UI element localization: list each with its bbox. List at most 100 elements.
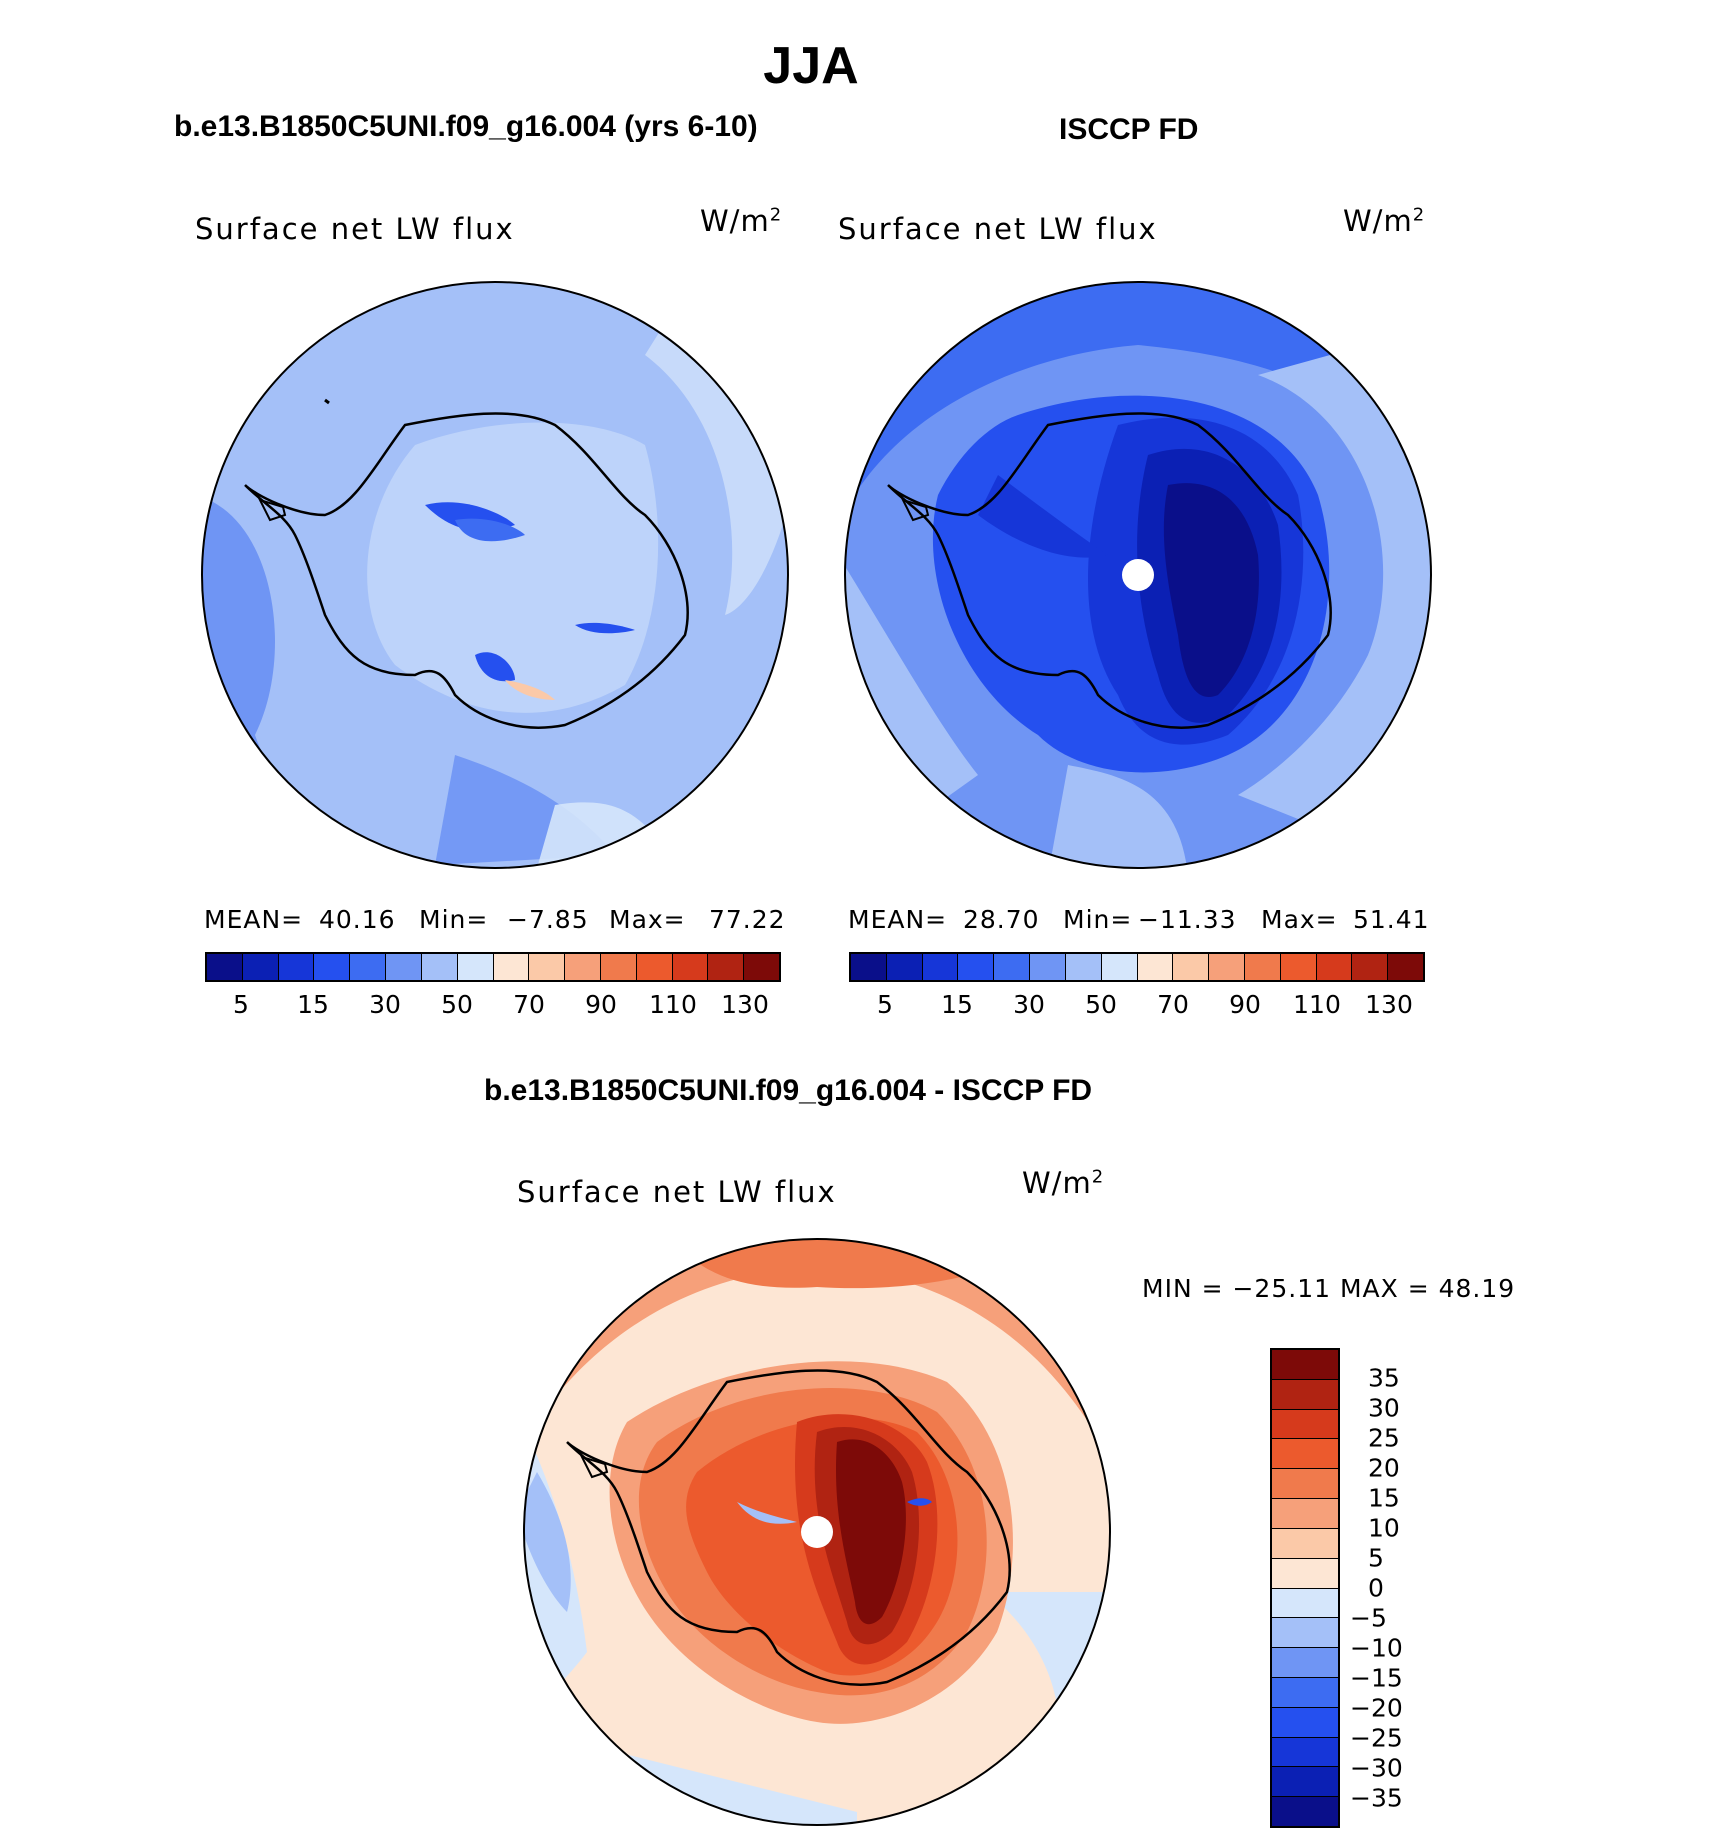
colorbar-swatch bbox=[1065, 954, 1102, 980]
colorbar-tick-label: 30 bbox=[1013, 990, 1045, 1019]
panel1-variable-label: Surface net LW flux bbox=[195, 212, 515, 246]
colorbar-swatch bbox=[242, 954, 279, 980]
colorbar-swatch bbox=[1272, 1558, 1338, 1589]
colorbar-swatch bbox=[457, 954, 494, 980]
colorbar-swatch bbox=[1272, 1767, 1338, 1798]
colorbar-tick-label: 25 bbox=[1368, 1423, 1400, 1453]
colorbar-swatch bbox=[1316, 954, 1353, 980]
colorbar-tick-label: 20 bbox=[1368, 1453, 1400, 1483]
colorbar-swatch bbox=[278, 954, 315, 980]
colorbar-swatch bbox=[1272, 1588, 1338, 1619]
colorbar-swatch bbox=[1272, 1469, 1338, 1500]
diff-variable-label: Surface net LW flux bbox=[517, 1175, 837, 1209]
colorbar-swatch bbox=[994, 954, 1031, 980]
colorbar-tick-label: 70 bbox=[1157, 990, 1189, 1019]
colorbar-swatch bbox=[1272, 1379, 1338, 1410]
colorbar-swatch bbox=[1272, 1797, 1338, 1826]
panel2-units: W/m2 bbox=[1343, 204, 1426, 238]
colorbar-swatch bbox=[565, 954, 601, 980]
colorbar-swatch bbox=[1272, 1618, 1338, 1649]
colorbar-swatch bbox=[958, 954, 995, 980]
colorbar-tick-label: 5 bbox=[877, 990, 893, 1019]
colorbar-swatch bbox=[672, 954, 709, 980]
colorbar-swatch bbox=[386, 954, 422, 980]
colorbar-tick-label: 10 bbox=[1368, 1513, 1400, 1543]
colorbar-tick-label: −10 bbox=[1350, 1633, 1403, 1663]
colorbar-tick-label: 50 bbox=[441, 990, 473, 1019]
colorbar-swatch bbox=[314, 954, 351, 980]
colorbar-tick-label: 130 bbox=[721, 990, 769, 1019]
colorbar-swatch bbox=[421, 954, 458, 980]
colorbar-swatch bbox=[1388, 954, 1423, 980]
colorbar-difference bbox=[1270, 1348, 1340, 1828]
colorbar-swatch bbox=[1173, 954, 1210, 980]
map-difference bbox=[523, 1238, 1111, 1826]
colorbar-tick-label: 50 bbox=[1085, 990, 1117, 1019]
colorbar-tick-label: −5 bbox=[1350, 1603, 1387, 1633]
colorbar-swatch bbox=[886, 954, 923, 980]
colorbar-swatch bbox=[1272, 1499, 1338, 1529]
colorbar-swatch bbox=[1352, 954, 1389, 980]
colorbar-swatch bbox=[1209, 954, 1245, 980]
colorbar-swatch bbox=[922, 954, 959, 980]
colorbar-swatch bbox=[493, 954, 530, 980]
colorbar-swatch bbox=[1272, 1737, 1338, 1768]
diff-minmax: MIN = −25.11 MAX = 48.19 bbox=[1142, 1274, 1516, 1303]
colorbar-swatch bbox=[1244, 954, 1281, 980]
colorbar-swatch bbox=[1272, 1350, 1338, 1380]
diff-units: W/m2 bbox=[1022, 1166, 1105, 1200]
colorbar-swatch bbox=[207, 954, 243, 980]
diff-header: b.e13.B1850C5UNI.f09_g16.004 - ISCCP FD bbox=[484, 1074, 1093, 1107]
colorbar-tick-label: −20 bbox=[1350, 1693, 1403, 1723]
colorbar-isccp bbox=[849, 952, 1425, 982]
pole-marker bbox=[1122, 559, 1154, 591]
colorbar-swatch bbox=[350, 954, 387, 980]
main-title: JJA bbox=[763, 37, 859, 95]
colorbar-swatch bbox=[1272, 1439, 1338, 1470]
colorbar-swatch bbox=[708, 954, 745, 980]
colorbar-swatch bbox=[1272, 1707, 1338, 1738]
colorbar-tick-label: 5 bbox=[233, 990, 249, 1019]
colorbar-tick-label: 30 bbox=[1368, 1393, 1400, 1423]
colorbar-swatch bbox=[1137, 954, 1174, 980]
colorbar-tick-label: 15 bbox=[1368, 1483, 1400, 1513]
colorbar-tick-label: −30 bbox=[1350, 1753, 1403, 1783]
colorbar-swatch bbox=[636, 954, 673, 980]
panel2-header: ISCCP FD bbox=[1059, 113, 1199, 146]
colorbar-model-ticks: 5 15 30 50 70 90 110 130 bbox=[205, 990, 781, 1020]
colorbar-tick-label: 30 bbox=[369, 990, 401, 1019]
colorbar-tick-label: 90 bbox=[585, 990, 617, 1019]
colorbar-swatch bbox=[1272, 1677, 1338, 1708]
colorbar-tick-label: −25 bbox=[1350, 1723, 1403, 1753]
panel2-stats: MEAN= 28.70 Min= −11.33 Max= 51.41 bbox=[848, 905, 1430, 934]
colorbar-tick-label: −15 bbox=[1350, 1663, 1403, 1693]
colorbar-swatch bbox=[1030, 954, 1066, 980]
colorbar-swatch bbox=[1272, 1528, 1338, 1559]
map-model bbox=[201, 281, 789, 869]
panel1-header: b.e13.B1850C5UNI.f09_g16.004 (yrs 6-10) bbox=[174, 110, 758, 143]
colorbar-swatch bbox=[1272, 1409, 1338, 1440]
colorbar-swatch bbox=[1272, 1648, 1338, 1678]
panel1-units: W/m2 bbox=[700, 204, 783, 238]
colorbar-tick-label: 110 bbox=[1293, 990, 1341, 1019]
colorbar-tick-label: 15 bbox=[297, 990, 329, 1019]
colorbar-swatch bbox=[529, 954, 566, 980]
colorbar-tick-label: 110 bbox=[649, 990, 697, 1019]
panel1-stats: MEAN= 40.16 Min= −7.85 Max= 77.22 bbox=[204, 905, 786, 934]
panel2-variable-label: Surface net LW flux bbox=[838, 212, 1158, 246]
colorbar-difference-ticks: 35 30 25 20 15 10 5 0 −5 −10 −15 −20 −25 −30 −35 bbox=[1350, 1348, 1450, 1828]
colorbar-swatch bbox=[851, 954, 887, 980]
colorbar-tick-label: 90 bbox=[1229, 990, 1261, 1019]
colorbar-tick-label: −35 bbox=[1350, 1783, 1403, 1813]
colorbar-tick-label: 0 bbox=[1368, 1573, 1384, 1603]
colorbar-tick-label: 5 bbox=[1368, 1543, 1384, 1573]
colorbar-isccp-ticks: 5 15 30 50 70 90 110 130 bbox=[849, 990, 1425, 1020]
colorbar-swatch bbox=[744, 954, 779, 980]
colorbar-model bbox=[205, 952, 781, 982]
colorbar-swatch bbox=[1280, 954, 1317, 980]
colorbar-tick-label: 15 bbox=[941, 990, 973, 1019]
map-isccp bbox=[844, 281, 1432, 869]
pole-marker bbox=[801, 1516, 833, 1548]
colorbar-tick-label: 130 bbox=[1365, 990, 1413, 1019]
colorbar-swatch bbox=[600, 954, 637, 980]
